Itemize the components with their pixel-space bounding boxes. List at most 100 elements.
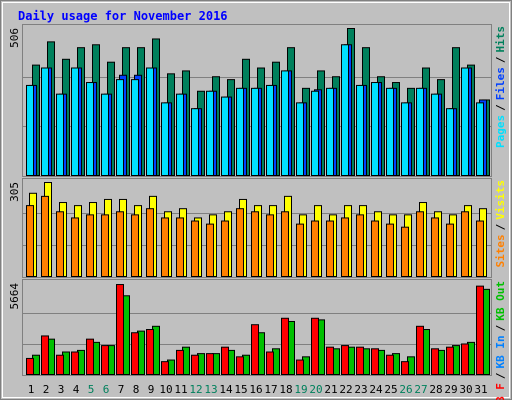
chart-title: Daily usage for November 2016 <box>18 9 228 23</box>
legend-entry: Hits <box>494 26 507 53</box>
bar <box>266 214 274 277</box>
bar <box>416 87 424 176</box>
bar <box>56 93 64 176</box>
legend-entry: KB F <box>494 383 507 400</box>
legend: Sites / Visits <box>494 180 507 268</box>
x-tick-label: 24 <box>369 383 383 396</box>
bar <box>86 338 94 376</box>
x-tick-label: 5 <box>88 383 95 396</box>
bar <box>326 220 334 278</box>
bar <box>116 79 124 176</box>
bar <box>266 84 274 176</box>
legend-separator: / <box>494 324 507 331</box>
y-tick-label: 305 <box>8 182 21 202</box>
bar <box>356 84 364 176</box>
bar <box>386 87 394 176</box>
bar <box>146 67 154 176</box>
bar <box>26 84 34 176</box>
legend-entry: Pages <box>494 115 507 148</box>
bar <box>296 102 304 176</box>
bar <box>326 87 334 176</box>
bar <box>41 67 49 176</box>
x-tick-label: 26 <box>399 383 412 396</box>
bar <box>431 93 439 176</box>
legend-entry: KB Out <box>494 281 507 321</box>
bar <box>431 217 439 278</box>
bar <box>236 356 244 375</box>
legend-entry: Visits <box>494 180 507 220</box>
y-tick-label: 5664 <box>8 283 21 310</box>
bar <box>41 335 49 375</box>
bar <box>176 93 184 176</box>
bar <box>266 351 274 375</box>
bar <box>341 217 349 278</box>
x-tick-label: 7 <box>118 383 125 396</box>
bar <box>251 211 259 277</box>
bar <box>146 208 154 277</box>
bar <box>116 284 124 376</box>
legend-entry: KB In <box>494 335 507 368</box>
bar <box>341 345 349 375</box>
legend-entry: Sites <box>494 234 507 267</box>
legend-separator: / <box>494 56 507 63</box>
x-tick-label: 30 <box>459 383 472 396</box>
bar <box>191 108 199 176</box>
x-tick-label: 9 <box>148 383 155 396</box>
bar <box>401 102 409 176</box>
bar <box>401 226 409 277</box>
bar <box>116 211 124 277</box>
x-tick-label: 27 <box>414 383 427 396</box>
bar <box>446 223 454 277</box>
x-tick-label: 21 <box>324 383 337 396</box>
x-tick-label: 14 <box>219 383 233 396</box>
bar <box>386 354 394 375</box>
bar <box>461 343 469 376</box>
bar <box>371 82 379 176</box>
bar <box>41 195 49 277</box>
bar <box>86 214 94 277</box>
bar <box>476 220 484 278</box>
bar <box>221 220 229 278</box>
x-tick-label: 17 <box>264 383 277 396</box>
bar <box>101 345 109 375</box>
bar <box>311 90 319 176</box>
legend-separator: / <box>494 372 507 379</box>
bar <box>206 90 214 176</box>
bar <box>326 346 334 375</box>
bar <box>371 220 379 278</box>
bar <box>461 67 469 176</box>
bar <box>431 348 439 376</box>
bar <box>446 108 454 176</box>
x-tick-label: 13 <box>204 383 217 396</box>
x-tick-label: 20 <box>309 383 322 396</box>
bar <box>371 348 379 376</box>
bar <box>191 354 199 375</box>
bar <box>281 211 289 277</box>
legend-entry: Files <box>494 67 507 100</box>
y-tick-label: 506 <box>8 28 21 48</box>
bar <box>206 223 214 277</box>
bar <box>56 211 64 277</box>
bar <box>416 211 424 277</box>
bar <box>161 217 169 278</box>
x-tick-label: 8 <box>133 383 140 396</box>
x-tick-label: 4 <box>73 383 80 396</box>
x-tick-label: 25 <box>384 383 397 396</box>
bar <box>71 351 79 375</box>
bar <box>296 223 304 277</box>
bar <box>356 346 364 375</box>
bar <box>401 361 409 375</box>
x-tick-label: 16 <box>249 383 262 396</box>
x-tick-label: 15 <box>234 383 247 396</box>
legend: Pages / Files / Hits <box>494 26 507 148</box>
bar <box>131 214 139 277</box>
bar <box>281 70 289 176</box>
bar <box>251 87 259 176</box>
bar <box>446 346 454 375</box>
bar <box>386 223 394 277</box>
bar <box>86 82 94 176</box>
x-tick-label: 10 <box>159 383 172 396</box>
x-tick-label: 3 <box>58 383 65 396</box>
